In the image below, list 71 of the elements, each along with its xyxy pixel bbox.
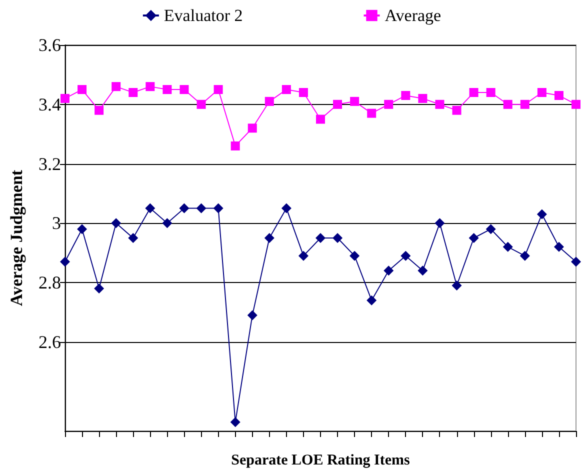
point	[94, 283, 104, 294]
point	[78, 85, 87, 94]
point	[384, 266, 394, 276]
point	[298, 250, 308, 261]
point	[468, 233, 479, 243]
point	[145, 203, 156, 214]
point	[435, 100, 444, 109]
point	[146, 82, 155, 92]
point	[434, 218, 445, 228]
point	[554, 242, 564, 252]
point	[248, 124, 257, 133]
point	[162, 218, 172, 228]
point	[350, 96, 360, 106]
point	[452, 280, 462, 291]
y-tick-label: 3.4	[38, 94, 61, 114]
point	[112, 82, 121, 92]
point	[247, 310, 258, 320]
point	[213, 203, 224, 214]
point	[196, 100, 206, 109]
y-tick-label: 3.2	[38, 154, 61, 174]
legend-label: Average	[384, 6, 442, 25]
legend-label: Evaluator 2	[164, 6, 243, 25]
point	[316, 233, 326, 243]
point	[502, 242, 513, 252]
y-tick-label: 3	[52, 213, 61, 234]
point	[469, 88, 478, 98]
point	[60, 256, 70, 267]
point	[196, 203, 206, 214]
point	[281, 203, 292, 214]
y-tick-label: 3.6	[38, 35, 61, 55]
point	[486, 88, 496, 98]
point	[282, 85, 291, 94]
point	[520, 100, 530, 109]
point	[554, 90, 564, 100]
point	[486, 224, 496, 234]
point	[571, 256, 581, 267]
point	[367, 108, 376, 118]
point	[333, 100, 342, 109]
point	[230, 141, 240, 150]
point	[128, 233, 138, 243]
point	[418, 94, 428, 103]
point	[400, 250, 411, 261]
point	[401, 90, 410, 100]
point	[316, 114, 325, 124]
point	[298, 88, 308, 98]
point	[214, 85, 223, 94]
point	[503, 100, 512, 109]
point	[264, 96, 274, 106]
point	[230, 417, 240, 428]
point	[180, 85, 189, 94]
y-axis-title: Average Judgment	[7, 170, 26, 306]
point	[94, 106, 104, 115]
point	[179, 203, 190, 214]
y-tick-label: 2.8	[38, 272, 61, 293]
point	[384, 100, 394, 109]
y-tick-label: 2.6	[38, 332, 61, 352]
point	[264, 233, 274, 243]
point	[537, 88, 546, 98]
point	[350, 250, 360, 261]
point	[572, 100, 580, 109]
point	[77, 224, 88, 234]
x-axis-title: Separate LOE Rating Items	[231, 452, 410, 468]
point	[452, 106, 462, 115]
point	[111, 218, 122, 228]
point	[366, 295, 377, 306]
point	[162, 85, 172, 94]
point	[128, 88, 138, 98]
point	[418, 266, 428, 276]
point	[520, 250, 530, 261]
point	[332, 233, 343, 243]
point	[536, 209, 547, 220]
